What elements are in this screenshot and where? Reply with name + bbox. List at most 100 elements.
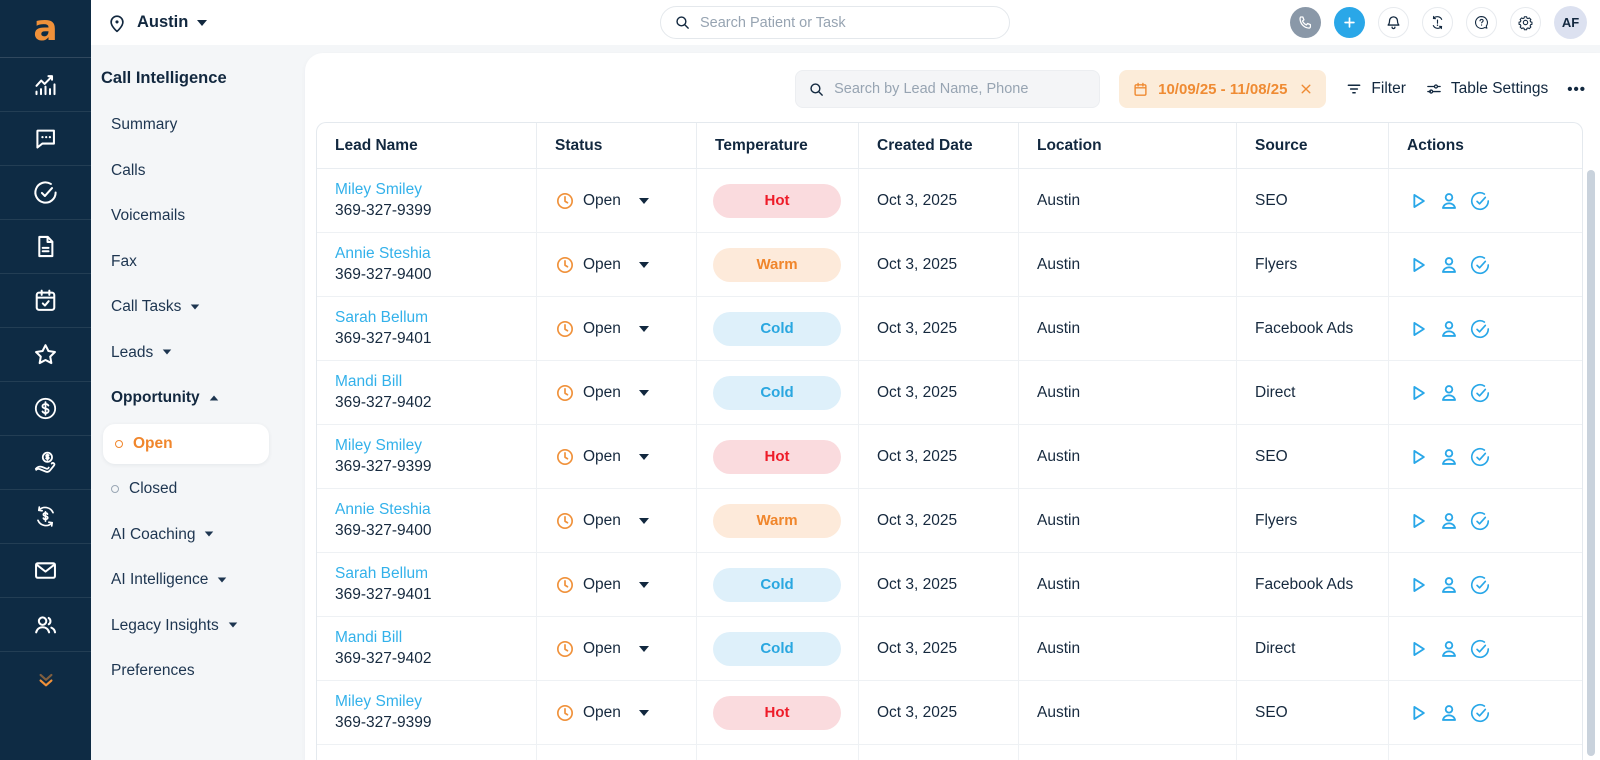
filter-button[interactable]: Filter: [1345, 80, 1406, 98]
lead-name-link[interactable]: Sarah Bellum: [335, 308, 429, 326]
rail-item-mail[interactable]: [0, 544, 91, 598]
play-action-button[interactable]: [1407, 382, 1429, 404]
help-button[interactable]: [1466, 7, 1497, 38]
lead-phone: 369-327-9399: [335, 201, 432, 219]
rail-item-hand-dollar[interactable]: [0, 436, 91, 490]
person-action-button[interactable]: [1438, 446, 1460, 468]
check-circle-action-button[interactable]: [1469, 702, 1491, 724]
person-action-button[interactable]: [1438, 702, 1460, 724]
play-action-button[interactable]: [1407, 446, 1429, 468]
play-action-button[interactable]: [1407, 638, 1429, 660]
phone-button[interactable]: [1290, 7, 1321, 38]
lead-name-link[interactable]: Miley Smiley: [335, 180, 422, 198]
clear-date-button[interactable]: [1299, 82, 1313, 96]
check-circle-action-button[interactable]: [1469, 638, 1491, 660]
sidebar-item-fax[interactable]: Fax: [111, 252, 137, 270]
collapse-rail-button[interactable]: [0, 652, 91, 706]
rail-item-analytics[interactable]: [0, 58, 91, 112]
play-action-button[interactable]: [1407, 510, 1429, 532]
play-action-button[interactable]: [1407, 254, 1429, 276]
play-action-button[interactable]: [1407, 190, 1429, 212]
sidebar-item-calls[interactable]: Calls: [111, 161, 146, 179]
rail-item-dollar-circle[interactable]: [0, 382, 91, 436]
notifications-button[interactable]: [1378, 7, 1409, 38]
status-dropdown[interactable]: Open: [537, 617, 697, 681]
check-circle-action-button[interactable]: [1469, 510, 1491, 532]
sidebar-item-legacy-insights[interactable]: Legacy Insights: [91, 603, 305, 649]
global-search-input[interactable]: [700, 14, 996, 31]
rail-item-calendar-check[interactable]: [0, 274, 91, 328]
person-action-button[interactable]: [1438, 574, 1460, 596]
sidebar-item-closed[interactable]: Closed: [91, 466, 305, 512]
lead-name-link[interactable]: Annie Steshia: [335, 244, 431, 262]
sync-alert-button[interactable]: [1422, 7, 1453, 38]
rail-item-document[interactable]: [0, 220, 91, 274]
table-settings-button[interactable]: Table Settings: [1425, 80, 1548, 98]
location-cell: Austin: [1019, 553, 1237, 617]
location-selector[interactable]: Austin: [100, 6, 213, 39]
person-action-button[interactable]: [1438, 190, 1460, 212]
double-chevron-down-icon: [33, 666, 59, 692]
check-circle-action-button[interactable]: [1469, 254, 1491, 276]
lead-search-input[interactable]: [834, 81, 1088, 97]
lead-name-link[interactable]: Mandi Bill: [335, 372, 403, 390]
rail-item-star[interactable]: [0, 328, 91, 382]
lead-name-link[interactable]: Mandi Bill: [335, 628, 403, 646]
date-range-label: 10/09/25 - 11/08/25: [1158, 80, 1288, 98]
status-dropdown[interactable]: Open: [537, 233, 697, 297]
search-icon: [674, 14, 691, 31]
status-dropdown[interactable]: Open: [537, 297, 697, 361]
status-dropdown[interactable]: Open: [537, 361, 697, 425]
person-action-button[interactable]: [1438, 254, 1460, 276]
sidebar-item-ai-intelligence[interactable]: AI Intelligence: [91, 557, 305, 603]
lead-name-link[interactable]: Miley Smiley: [335, 436, 422, 454]
vertical-scrollbar[interactable]: [1587, 170, 1595, 756]
sidebar-item-open[interactable]: Open: [103, 423, 269, 464]
lead-search[interactable]: [795, 70, 1101, 108]
global-search[interactable]: [660, 6, 1010, 39]
lead-name-link[interactable]: Sarah Bellum: [335, 564, 429, 582]
check-circle-action-button[interactable]: [1469, 318, 1491, 340]
search-icon: [808, 81, 825, 98]
lead-name-link[interactable]: Annie Steshia: [335, 500, 431, 518]
date-range-filter[interactable]: 10/09/25 - 11/08/25: [1119, 70, 1327, 108]
rail-item-users[interactable]: [0, 598, 91, 652]
person-action-button[interactable]: [1438, 382, 1460, 404]
status-label: Open: [583, 319, 621, 337]
rail-item-chat[interactable]: [0, 112, 91, 166]
source-cell: Flyers: [1237, 489, 1389, 553]
status-dropdown[interactable]: Open: [537, 489, 697, 553]
person-action-button[interactable]: [1438, 638, 1460, 660]
sliders-icon: [1425, 80, 1443, 98]
person-action-button[interactable]: [1438, 318, 1460, 340]
sidebar-item-ai-coaching[interactable]: AI Coaching: [91, 512, 305, 558]
sidebar-item-call-tasks[interactable]: Call Tasks: [91, 284, 305, 330]
settings-button[interactable]: [1510, 7, 1541, 38]
more-options-button[interactable]: •••: [1567, 80, 1586, 98]
check-circle-action-button[interactable]: [1469, 190, 1491, 212]
sidebar-item-opportunity[interactable]: Opportunity: [91, 375, 305, 421]
check-circle-action-button[interactable]: [1469, 382, 1491, 404]
lead-phone: 369-327-9399: [335, 713, 432, 731]
sidebar-item-leads[interactable]: Leads: [91, 330, 305, 376]
add-button[interactable]: [1334, 7, 1365, 38]
sidebar-item-voicemails[interactable]: Voicemails: [111, 207, 186, 224]
sidebar-item-summary[interactable]: Summary: [111, 116, 178, 133]
status-dropdown[interactable]: Open: [537, 425, 697, 489]
play-action-button[interactable]: [1407, 318, 1429, 340]
rail-item-check-circle[interactable]: [0, 166, 91, 220]
person-action-button[interactable]: [1438, 510, 1460, 532]
play-action-button[interactable]: [1407, 702, 1429, 724]
check-circle-action-button[interactable]: [1469, 446, 1491, 468]
status-dropdown[interactable]: Open: [537, 553, 697, 617]
user-avatar[interactable]: AF: [1554, 6, 1587, 39]
play-action-button[interactable]: [1407, 574, 1429, 596]
rail-item-dollar-sync[interactable]: [0, 490, 91, 544]
check-circle-action-button[interactable]: [1469, 574, 1491, 596]
temperature-badge: Cold: [713, 375, 841, 410]
lead-name-link[interactable]: Miley Smiley: [335, 692, 422, 710]
sidebar-item-preferences[interactable]: Preferences: [111, 662, 195, 679]
status-dropdown[interactable]: Open: [537, 169, 697, 233]
status-dropdown[interactable]: Open: [537, 681, 697, 745]
app-logo[interactable]: a: [0, 0, 91, 58]
